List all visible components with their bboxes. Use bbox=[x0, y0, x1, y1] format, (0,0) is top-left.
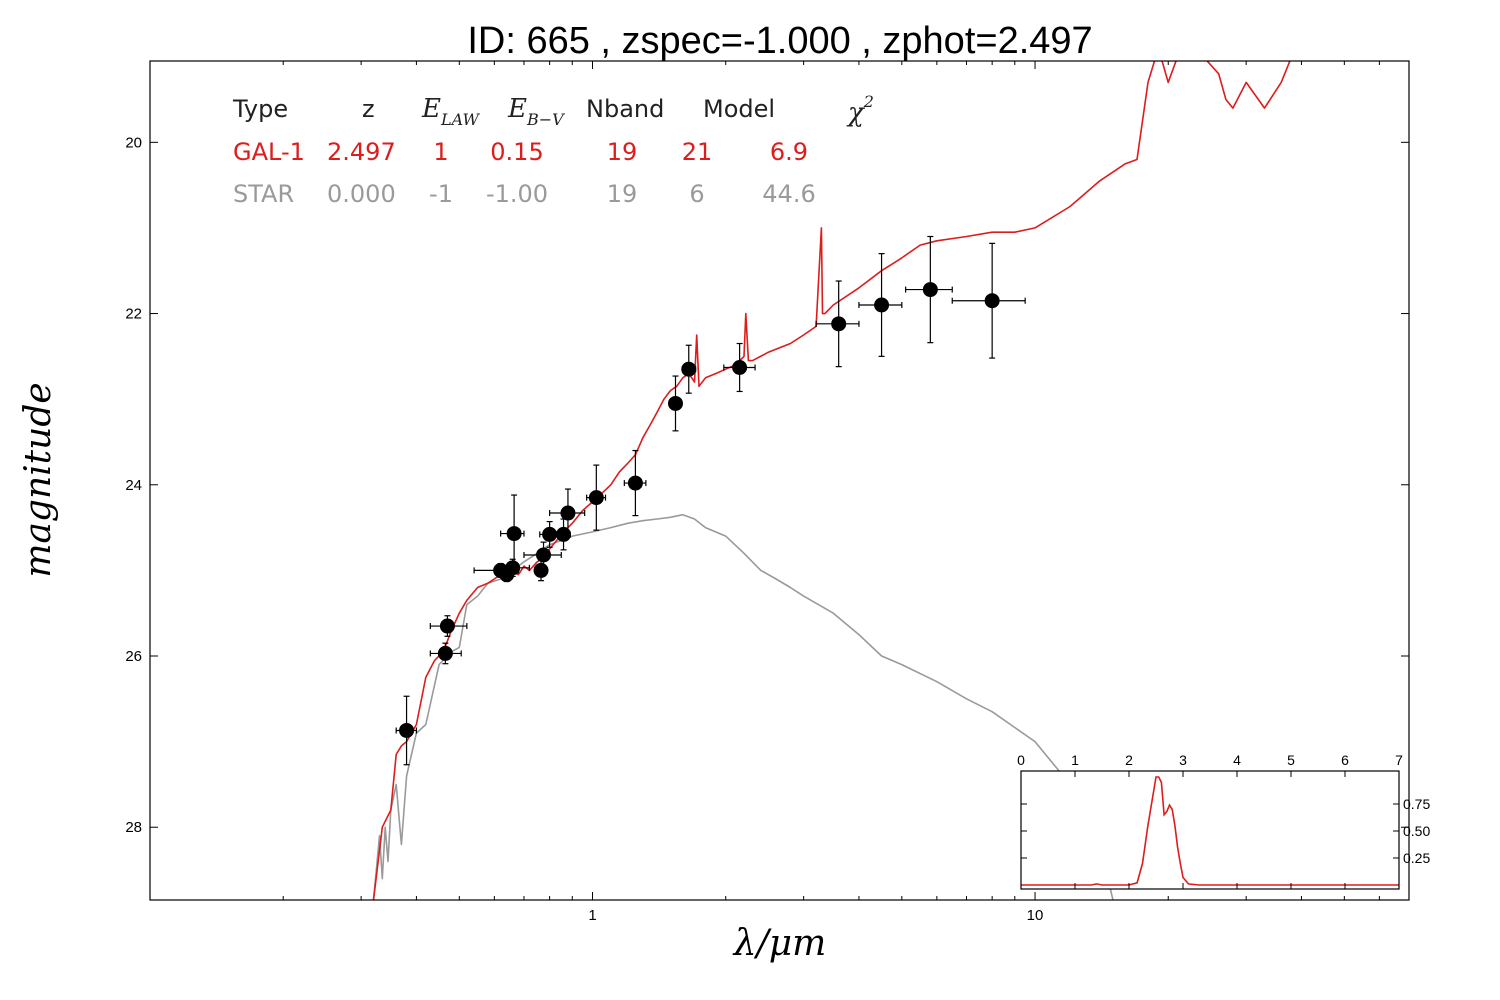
data-marker bbox=[560, 505, 576, 521]
header-z: z bbox=[362, 95, 375, 123]
inset-x-tick-label: 1 bbox=[1071, 752, 1079, 768]
y-tick-label: 28 bbox=[125, 819, 142, 836]
data-point-13 bbox=[586, 464, 607, 531]
inset-x-tick-label: 6 bbox=[1341, 752, 1349, 768]
pdf-curve bbox=[1021, 776, 1399, 886]
table-cell: 19 bbox=[607, 180, 638, 208]
table-cell: 44.6 bbox=[762, 180, 815, 208]
y-tick-label: 22 bbox=[125, 306, 142, 323]
data-marker bbox=[984, 293, 1000, 309]
data-marker bbox=[533, 562, 549, 578]
inset-frame bbox=[1020, 770, 1400, 890]
header-ebv: EB−V bbox=[507, 94, 565, 129]
data-point-17 bbox=[723, 342, 756, 393]
data-marker bbox=[505, 560, 521, 576]
data-point-3 bbox=[429, 642, 462, 665]
data-point-2 bbox=[429, 615, 468, 637]
data-marker bbox=[536, 547, 552, 563]
y-tick-label: 20 bbox=[125, 134, 142, 151]
data-point-15 bbox=[667, 375, 683, 432]
table-cell: GAL-1 bbox=[233, 138, 305, 166]
inset-y-tick-label: 0.75 bbox=[1403, 796, 1430, 812]
table-cell: -1.00 bbox=[486, 180, 548, 208]
data-point-12 bbox=[549, 488, 586, 538]
table-row-galaxy: GAL-1 2.497 1 0.15 19 21 6.9 bbox=[233, 138, 808, 166]
pdf-line bbox=[1021, 776, 1399, 886]
data-point-20 bbox=[905, 235, 953, 344]
data-marker bbox=[627, 475, 643, 491]
data-marker bbox=[506, 526, 522, 542]
data-marker bbox=[831, 316, 847, 332]
x-axis-label: λ/μm bbox=[732, 923, 826, 964]
data-point-1 bbox=[395, 695, 418, 766]
data-point-21 bbox=[951, 242, 1026, 359]
inset-x-tick-label: 5 bbox=[1287, 752, 1295, 768]
table-cell: 6.9 bbox=[770, 138, 808, 166]
redshift-pdf-inset: 0 1 2 3 4 5 6 7 0.25 0.50 0.75 bbox=[1017, 752, 1430, 890]
data-point-16 bbox=[681, 344, 697, 394]
table-cell: 6 bbox=[689, 180, 704, 208]
y-axis-label: magnitude bbox=[18, 382, 59, 577]
fit-results-table: Type z ELAW EB−V Nband Model χ2 GAL-1 2.4… bbox=[232, 92, 874, 208]
data-marker bbox=[399, 722, 415, 738]
header-nband: Nband bbox=[586, 95, 664, 123]
header-chi2: χ2 bbox=[846, 92, 874, 128]
inset-y-tick-label: 0.50 bbox=[1403, 823, 1430, 839]
data-marker bbox=[922, 282, 938, 298]
table-cell: 2.497 bbox=[327, 138, 396, 166]
table-cell: 21 bbox=[682, 138, 713, 166]
data-point-18 bbox=[815, 280, 860, 368]
data-point-19 bbox=[858, 253, 903, 357]
table-row-star: STAR 0.000 -1 -1.00 19 6 44.6 bbox=[233, 180, 816, 208]
table-header: Type z ELAW EB−V Nband Model χ2 bbox=[232, 92, 874, 129]
inset-x-tick-label: 0 bbox=[1017, 752, 1025, 768]
header-type: Type bbox=[232, 95, 288, 123]
data-marker bbox=[588, 490, 604, 506]
data-marker bbox=[681, 361, 697, 377]
data-marker bbox=[542, 526, 558, 542]
x-tick-label: 10 bbox=[1027, 907, 1044, 924]
photometry-points bbox=[395, 235, 1026, 766]
y-tick-label: 26 bbox=[125, 648, 142, 665]
model-curves bbox=[372, 61, 1291, 900]
data-marker bbox=[667, 395, 683, 411]
table-rows: GAL-1 2.497 1 0.15 19 21 6.9 STAR 0.000 -1 -1.00 19… bbox=[233, 138, 816, 208]
y-tick-label: 24 bbox=[125, 477, 142, 494]
table-cell: 19 bbox=[607, 138, 638, 166]
data-marker bbox=[556, 526, 572, 542]
inset-x-tick-label: 4 bbox=[1233, 752, 1241, 768]
data-marker bbox=[437, 645, 453, 661]
table-cell: 1 bbox=[433, 138, 448, 166]
table-cell: -1 bbox=[429, 180, 453, 208]
data-point-11 bbox=[556, 518, 572, 551]
inset-axes: 0 1 2 3 4 5 6 7 0.25 0.50 0.75 bbox=[1017, 752, 1430, 890]
inset-y-tick-label: 0.25 bbox=[1403, 850, 1430, 866]
inset-x-tick-label: 2 bbox=[1125, 752, 1133, 768]
chart-title: ID: 665 , zspec=-1.000 , zphot=2.497 bbox=[467, 20, 1092, 62]
data-marker bbox=[874, 297, 890, 313]
data-point-7 bbox=[500, 494, 525, 573]
header-model: Model bbox=[703, 95, 775, 123]
header-elaw: ELAW bbox=[421, 94, 481, 129]
data-point-8 bbox=[533, 559, 549, 582]
plot-frame bbox=[149, 60, 1410, 901]
data-point-14 bbox=[623, 449, 647, 517]
data-point-9 bbox=[523, 541, 562, 569]
data-marker bbox=[439, 618, 455, 634]
x-tick-label: 1 bbox=[588, 907, 596, 924]
inset-x-tick-label: 7 bbox=[1395, 752, 1403, 768]
table-cell: STAR bbox=[233, 180, 294, 208]
data-marker bbox=[732, 359, 748, 375]
series-gal-1-line bbox=[372, 61, 1291, 900]
series-star-line bbox=[372, 513, 1114, 900]
table-cell: 0.000 bbox=[327, 180, 396, 208]
inset-x-tick-label: 3 bbox=[1179, 752, 1187, 768]
table-cell: 0.15 bbox=[490, 138, 543, 166]
